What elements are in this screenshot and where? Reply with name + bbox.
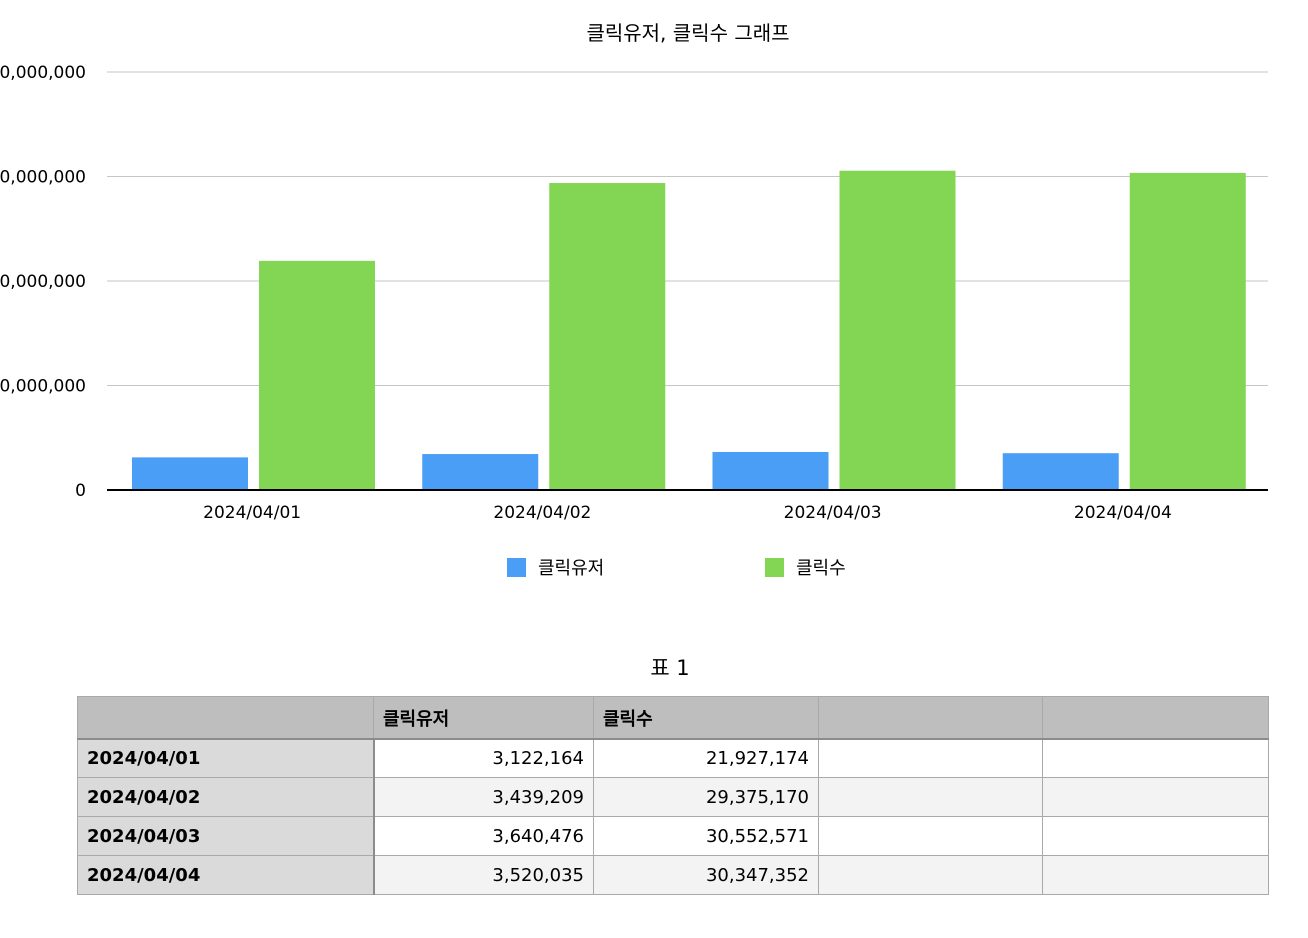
legend-label: 클릭유저 bbox=[538, 558, 604, 579]
x-tick-label: 2024/04/03 bbox=[784, 503, 882, 523]
x-axis-ticks: 2024/04/01 2024/04/02 2024/04/03 2024/04/04 bbox=[203, 503, 1172, 523]
bar-click-users bbox=[422, 454, 539, 490]
x-tick-label: 2024/04/02 bbox=[493, 503, 591, 523]
bar-chart: 클릭유저, 클릭수 그래프 0 10,000,000 20,000,000 30,00… bbox=[0, 21, 1268, 579]
cell-empty bbox=[818, 816, 1043, 856]
row-label: 2024/04/04 bbox=[77, 855, 375, 895]
bar-click-users bbox=[712, 451, 829, 490]
cell-empty bbox=[818, 738, 1043, 778]
y-axis-ticks: 0 10,000,000 20,000,000 30,000,000 40,000,00… bbox=[0, 63, 86, 501]
header-cell-corner bbox=[77, 696, 374, 740]
table-row: 2024/04/03 3,640,476 30,552,571 bbox=[77, 816, 1269, 856]
header-cell-users: 클릭유저 bbox=[373, 696, 594, 740]
cell-empty bbox=[1042, 816, 1269, 856]
legend-swatch bbox=[765, 558, 784, 577]
cell-empty bbox=[1042, 777, 1269, 817]
cell-clicks: 21,927,174 bbox=[593, 738, 819, 778]
header-cell-empty bbox=[1042, 696, 1269, 740]
cell-empty bbox=[1042, 738, 1269, 778]
table-row: 2024/04/04 3,520,035 30,347,352 bbox=[77, 855, 1269, 895]
bar-clicks bbox=[259, 260, 375, 490]
table-caption: 표 1 bbox=[650, 656, 690, 680]
row-label: 2024/04/01 bbox=[77, 738, 375, 778]
header-cell-clicks: 클릭수 bbox=[593, 696, 819, 740]
bars bbox=[132, 170, 1246, 490]
data-table: 클릭유저 클릭수 2024/04/01 3,122,164 21,927,174… bbox=[77, 696, 1269, 895]
legend: 클릭유저 클릭수 bbox=[507, 558, 846, 579]
chart-title: 클릭유저, 클릭수 그래프 bbox=[586, 21, 789, 45]
y-tick-label: 40,000,000 bbox=[0, 63, 86, 83]
bar-click-users bbox=[1002, 453, 1119, 490]
legend-swatch bbox=[507, 558, 526, 577]
bar-clicks bbox=[549, 183, 666, 490]
cell-users: 3,520,035 bbox=[373, 855, 594, 895]
y-tick-label: 20,000,000 bbox=[0, 272, 86, 292]
table-header-row: 클릭유저 클릭수 bbox=[77, 696, 1269, 740]
y-tick-label: 0 bbox=[75, 481, 86, 501]
y-tick-label: 10,000,000 bbox=[0, 377, 86, 397]
table-row: 2024/04/01 3,122,164 21,927,174 bbox=[77, 738, 1269, 778]
cell-users: 3,439,209 bbox=[373, 777, 594, 817]
legend-label: 클릭수 bbox=[796, 558, 846, 579]
header-cell-empty bbox=[818, 696, 1043, 740]
bar-clicks bbox=[839, 170, 956, 490]
x-tick-label: 2024/04/01 bbox=[203, 503, 301, 523]
cell-users: 3,122,164 bbox=[373, 738, 594, 778]
table-row: 2024/04/02 3,439,209 29,375,170 bbox=[77, 777, 1269, 817]
cell-clicks: 29,375,170 bbox=[593, 777, 819, 817]
cell-users: 3,640,476 bbox=[373, 816, 594, 856]
cell-empty bbox=[818, 855, 1043, 895]
cell-clicks: 30,552,571 bbox=[593, 816, 819, 856]
row-label: 2024/04/03 bbox=[77, 816, 375, 856]
cell-empty bbox=[1042, 855, 1269, 895]
row-label: 2024/04/02 bbox=[77, 777, 375, 817]
x-tick-label: 2024/04/04 bbox=[1074, 503, 1172, 523]
bar-click-users bbox=[132, 457, 248, 490]
bar-clicks bbox=[1129, 172, 1246, 490]
y-tick-label: 30,000,000 bbox=[0, 168, 86, 188]
cell-clicks: 30,347,352 bbox=[593, 855, 819, 895]
cell-empty bbox=[818, 777, 1043, 817]
